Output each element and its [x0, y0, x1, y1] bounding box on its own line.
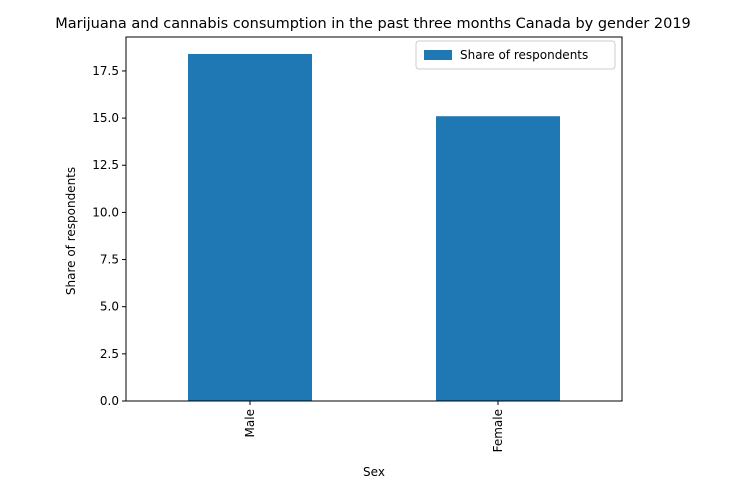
y-axis-title: Share of respondents: [64, 167, 78, 295]
y-tick-label: 10.0: [92, 205, 119, 219]
legend-box: [415, 40, 616, 70]
plot-frame: [125, 36, 623, 402]
y-tick-label: 5.0: [100, 300, 119, 314]
x-tick-label-male: Male: [243, 409, 257, 437]
legend-swatch: [424, 50, 452, 60]
y-tick-label: 17.5: [92, 64, 119, 78]
y-tick-label: 0.0: [100, 394, 119, 408]
chart-title: Marijuana and cannabis consumption in th…: [55, 16, 691, 32]
x-axis-title: Sex: [363, 465, 385, 479]
y-tick-label: 2.5: [100, 347, 119, 361]
bar-male: [188, 53, 312, 402]
bar-female: [436, 116, 560, 401]
y-tick-label: 15.0: [92, 111, 119, 125]
y-tick-label: 7.5: [100, 253, 119, 267]
x-tick-label-female: Female: [491, 409, 505, 452]
legend-label: Share of respondents: [460, 48, 588, 62]
plot-area: 0.0 2.5 5.0 7.5 10.0 12.5 15.0 17.5 Male Female Sh…: [92, 36, 623, 452]
y-tick-label: 12.5: [92, 158, 119, 172]
